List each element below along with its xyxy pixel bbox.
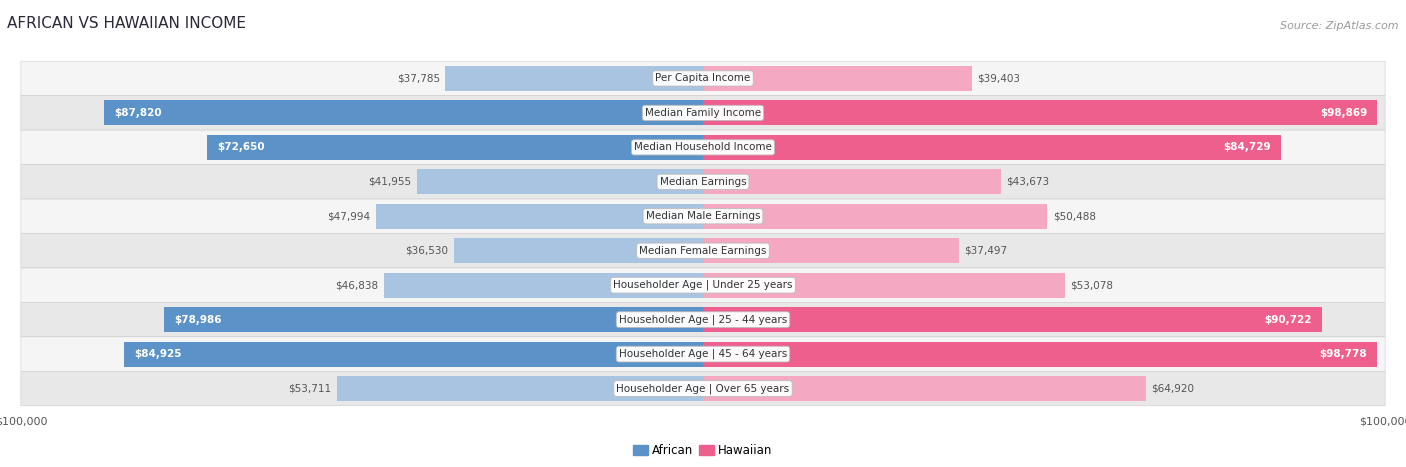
Text: AFRICAN VS HAWAIIAN INCOME: AFRICAN VS HAWAIIAN INCOME: [7, 16, 246, 31]
Text: $39,403: $39,403: [977, 73, 1021, 84]
Bar: [454, 238, 703, 263]
Bar: [703, 204, 1047, 229]
Text: Householder Age | Under 25 years: Householder Age | Under 25 years: [613, 280, 793, 290]
Legend: African, Hawaiian: African, Hawaiian: [628, 439, 778, 462]
Text: $47,994: $47,994: [328, 211, 370, 221]
Bar: [703, 135, 1281, 160]
Text: $50,488: $50,488: [1053, 211, 1095, 221]
FancyBboxPatch shape: [21, 234, 1385, 268]
Bar: [703, 342, 1376, 367]
Text: $78,986: $78,986: [174, 315, 222, 325]
Bar: [104, 100, 703, 125]
Bar: [703, 170, 1001, 194]
Text: $53,711: $53,711: [288, 383, 332, 394]
Bar: [208, 135, 703, 160]
Text: Median Household Income: Median Household Income: [634, 142, 772, 152]
Text: $36,530: $36,530: [405, 246, 449, 256]
FancyBboxPatch shape: [21, 199, 1385, 234]
Text: Householder Age | 45 - 64 years: Householder Age | 45 - 64 years: [619, 349, 787, 359]
FancyBboxPatch shape: [21, 303, 1385, 337]
Text: Householder Age | 25 - 44 years: Householder Age | 25 - 44 years: [619, 314, 787, 325]
Bar: [703, 273, 1066, 297]
Text: $84,729: $84,729: [1223, 142, 1271, 152]
FancyBboxPatch shape: [21, 164, 1385, 199]
Text: Source: ZipAtlas.com: Source: ZipAtlas.com: [1281, 21, 1399, 31]
Text: $84,925: $84,925: [134, 349, 181, 359]
FancyBboxPatch shape: [21, 268, 1385, 303]
Text: Householder Age | Over 65 years: Householder Age | Over 65 years: [616, 383, 790, 394]
Text: $90,722: $90,722: [1264, 315, 1312, 325]
FancyBboxPatch shape: [21, 130, 1385, 164]
Text: $37,785: $37,785: [396, 73, 440, 84]
FancyBboxPatch shape: [21, 96, 1385, 130]
Text: $87,820: $87,820: [114, 108, 162, 118]
Bar: [384, 273, 703, 297]
Bar: [703, 238, 959, 263]
Text: Median Earnings: Median Earnings: [659, 177, 747, 187]
Text: Per Capita Income: Per Capita Income: [655, 73, 751, 84]
Text: Median Male Earnings: Median Male Earnings: [645, 211, 761, 221]
Bar: [336, 376, 703, 401]
Bar: [703, 307, 1322, 332]
Text: $72,650: $72,650: [218, 142, 266, 152]
Text: Median Family Income: Median Family Income: [645, 108, 761, 118]
Bar: [416, 170, 703, 194]
Text: $43,673: $43,673: [1007, 177, 1049, 187]
Text: $64,920: $64,920: [1152, 383, 1194, 394]
Text: $37,497: $37,497: [965, 246, 1007, 256]
FancyBboxPatch shape: [21, 371, 1385, 406]
Text: $98,869: $98,869: [1320, 108, 1367, 118]
Text: Median Female Earnings: Median Female Earnings: [640, 246, 766, 256]
Bar: [703, 66, 972, 91]
Bar: [703, 376, 1146, 401]
Bar: [124, 342, 703, 367]
Bar: [446, 66, 703, 91]
Bar: [375, 204, 703, 229]
FancyBboxPatch shape: [21, 337, 1385, 371]
Text: $41,955: $41,955: [368, 177, 412, 187]
Text: $46,838: $46,838: [335, 280, 378, 290]
Bar: [703, 100, 1378, 125]
Bar: [165, 307, 703, 332]
Text: $98,778: $98,778: [1319, 349, 1367, 359]
FancyBboxPatch shape: [21, 61, 1385, 96]
Text: $53,078: $53,078: [1070, 280, 1114, 290]
